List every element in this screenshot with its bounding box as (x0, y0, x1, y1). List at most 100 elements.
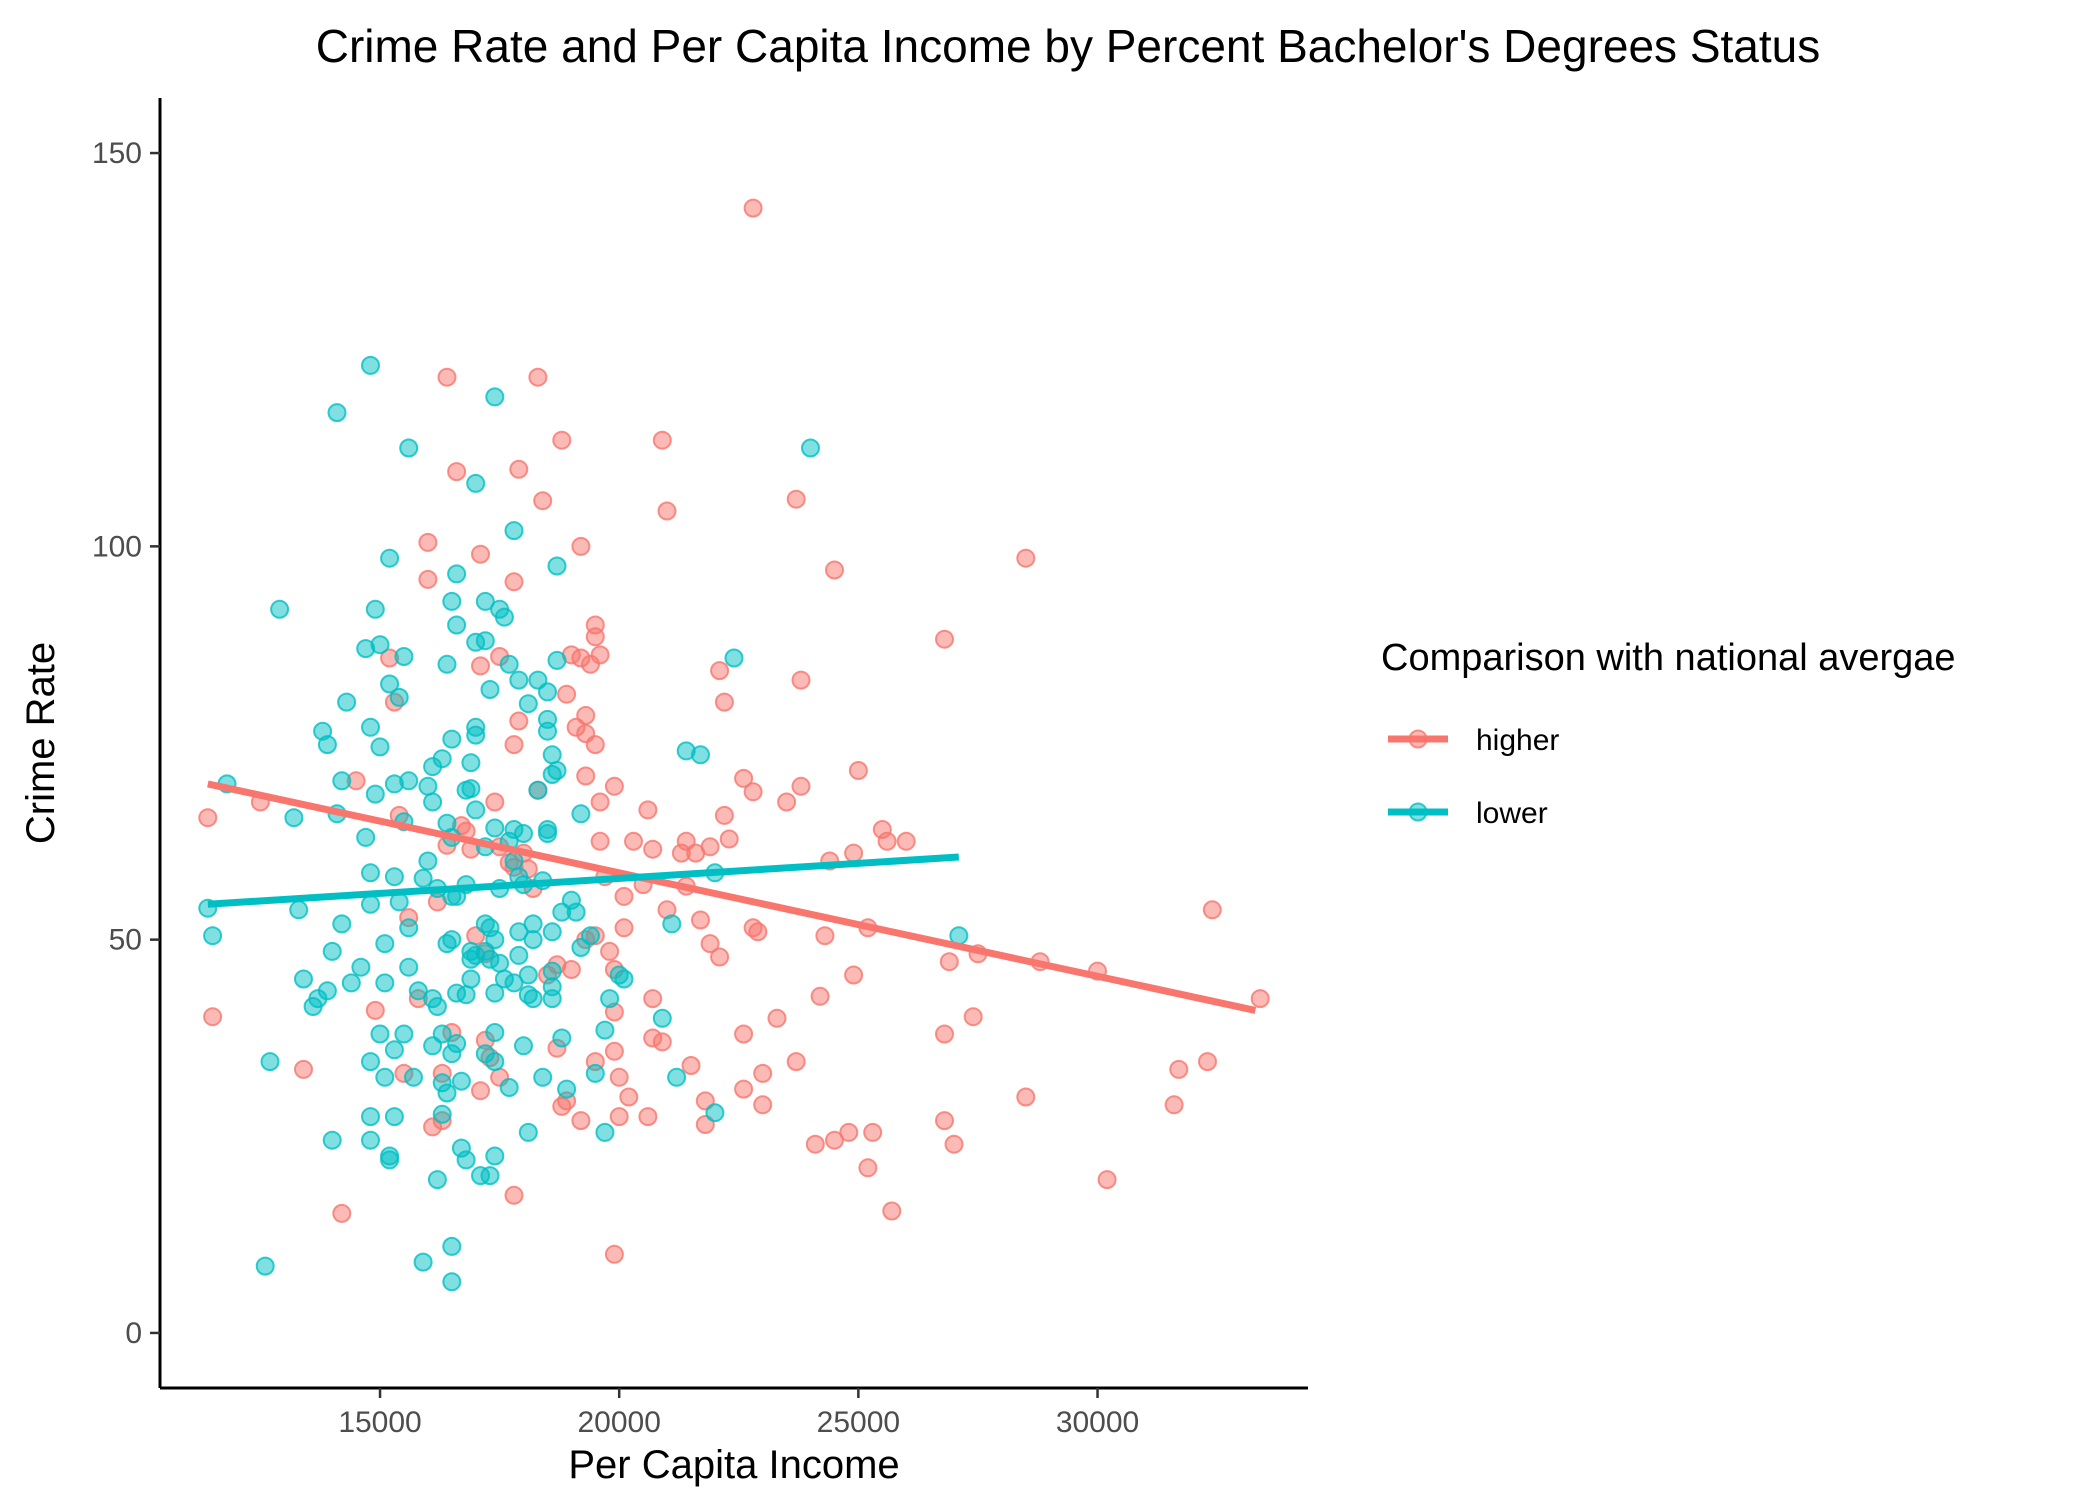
data-point-lower (322, 941, 342, 961)
legend-title: Comparison with national avergae (1381, 637, 1956, 679)
data-point-higher (805, 1134, 825, 1154)
data-point-higher (1169, 1059, 1189, 1079)
data-point-lower (547, 650, 567, 670)
data-point-lower (365, 599, 385, 619)
data-point-higher (935, 1024, 954, 1044)
plot-area (198, 198, 1270, 1292)
data-point-higher (576, 706, 596, 725)
y-tick-label: 50 (109, 924, 142, 957)
legend-label: lower (1476, 797, 1548, 830)
data-point-lower (399, 918, 419, 938)
data-point-lower (518, 1122, 538, 1142)
data-point-lower (361, 863, 380, 883)
data-point-higher (614, 918, 634, 938)
data-point-lower (667, 1067, 687, 1087)
data-point-higher (418, 532, 438, 552)
legend-items: higher lower (1388, 724, 1559, 830)
data-point-higher (791, 670, 811, 690)
data-point-lower (480, 680, 500, 699)
data-point-lower (705, 1103, 725, 1123)
data-point-higher (1202, 900, 1222, 920)
series-higher (198, 198, 1270, 1264)
data-point-lower (499, 654, 519, 674)
y-tick-label: 0 (125, 1317, 142, 1350)
data-point-lower (485, 930, 505, 950)
data-point-lower (547, 761, 567, 780)
data-point-higher (509, 459, 529, 479)
data-point-higher (815, 926, 835, 946)
data-point-lower (475, 591, 495, 611)
data-point-higher (294, 1059, 313, 1079)
data-point-higher (571, 536, 591, 556)
data-point-lower (404, 1067, 423, 1087)
data-point-lower (399, 957, 419, 977)
x-axis-title: Per Capita Income (568, 1443, 899, 1487)
data-point-higher (1198, 1052, 1217, 1072)
data-point-lower (485, 983, 505, 1003)
data-point-lower (322, 1130, 342, 1150)
data-point-lower (432, 1104, 452, 1124)
data-point-higher (604, 1041, 624, 1061)
data-point-lower (523, 930, 543, 950)
data-point-lower (442, 930, 462, 950)
data-point-lower (571, 804, 591, 824)
data-point-higher (437, 367, 457, 387)
data-point-higher (719, 829, 739, 849)
data-point-lower (614, 969, 634, 989)
data-point-lower (509, 922, 529, 942)
data-point-higher (734, 768, 754, 788)
data-point-higher (863, 1122, 883, 1142)
data-point-lower (801, 438, 820, 458)
data-point-lower (317, 981, 337, 1001)
data-point-lower (542, 989, 562, 1009)
data-point-lower (389, 687, 409, 707)
data-point-higher (609, 1067, 629, 1087)
data-point-higher (638, 1107, 658, 1127)
chart-title: Crime Rate and Per Capita Income by Perc… (316, 20, 1821, 72)
data-point-lower (289, 900, 309, 920)
trend-line-higher (207, 780, 1257, 1014)
data-point-higher (643, 989, 663, 1009)
data-point-lower (437, 1083, 457, 1103)
data-point-higher (657, 501, 677, 521)
data-point-higher (585, 735, 605, 755)
data-point-higher (896, 831, 916, 851)
data-point-lower (485, 818, 505, 838)
data-point-higher (604, 776, 624, 796)
data-point-lower (461, 753, 481, 773)
data-point-lower (542, 961, 562, 981)
data-point-lower (399, 438, 419, 458)
data-point-lower (380, 548, 400, 568)
data-point-lower (442, 1236, 462, 1256)
data-point-higher (609, 1107, 629, 1127)
data-point-lower (375, 1067, 395, 1087)
data-point-lower (504, 851, 524, 871)
data-point-lower (595, 1020, 615, 1040)
data-point-lower (466, 473, 486, 493)
data-point-higher (825, 1130, 844, 1150)
data-point-lower (284, 808, 304, 828)
data-point-higher (552, 430, 572, 450)
data-point-lower (294, 969, 313, 989)
data-point-lower (533, 1067, 553, 1087)
data-point-lower (399, 771, 419, 791)
data-point-lower (447, 1034, 467, 1053)
data-point-higher (1016, 548, 1036, 568)
data-point-higher (614, 886, 634, 906)
data-point-lower (514, 824, 533, 843)
data-point-lower (370, 737, 390, 757)
y-axis-title: Crime Rate (19, 642, 63, 844)
data-point-higher (471, 544, 490, 564)
data-point-higher (786, 489, 806, 509)
data-point-higher (753, 1095, 773, 1115)
y-axis: 0 50 100 150 (92, 98, 162, 1388)
series-lower (198, 355, 969, 1292)
legend-key-point (1408, 729, 1428, 749)
data-point-lower (361, 1052, 380, 1072)
data-point-lower (542, 745, 562, 765)
data-point-higher (604, 1244, 624, 1264)
data-point-lower (509, 670, 529, 690)
data-point-lower (361, 1130, 380, 1150)
data-point-lower (332, 914, 352, 934)
data-point-lower (485, 1052, 505, 1072)
